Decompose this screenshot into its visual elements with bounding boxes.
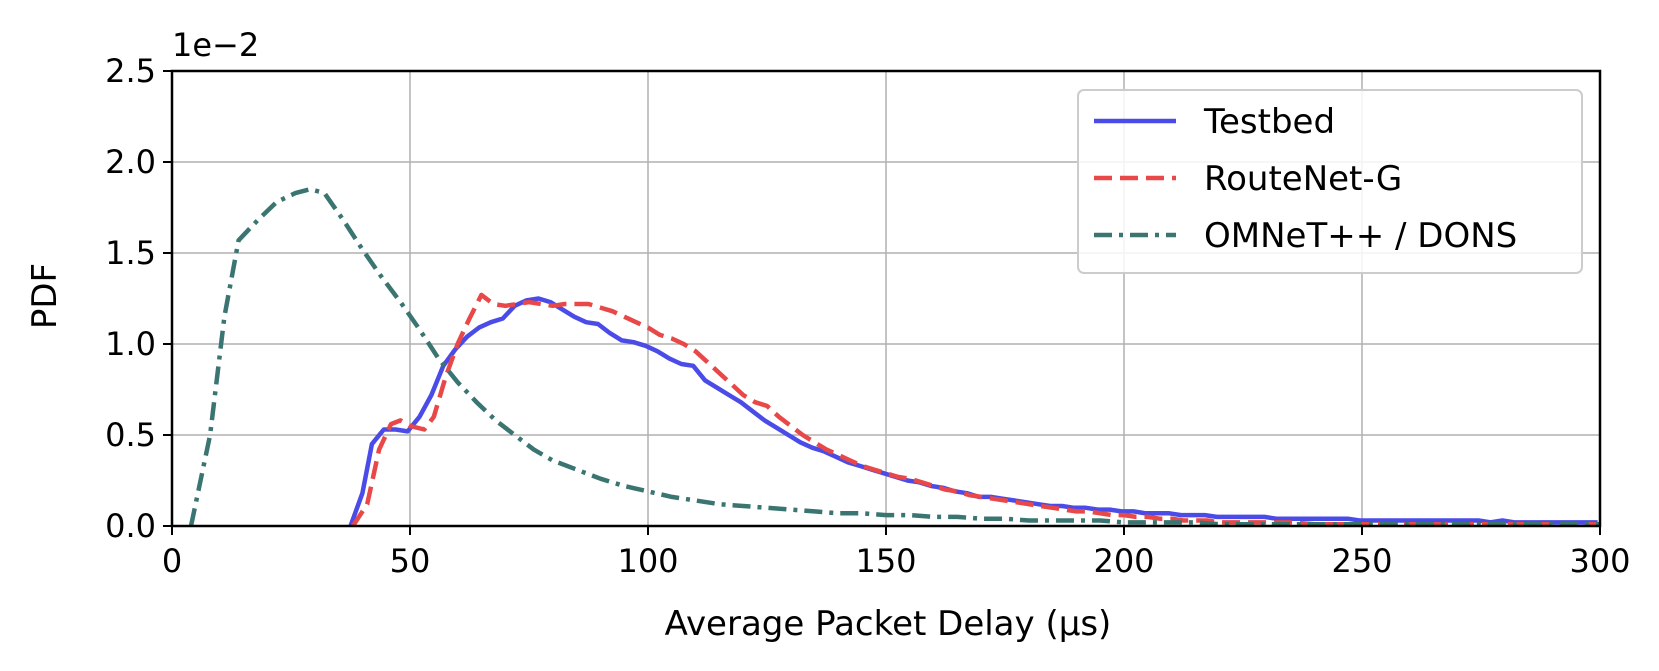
- y-axis-label: PDF: [25, 263, 65, 329]
- x-axis-label: Average Packet Delay (µs): [665, 604, 1112, 644]
- x-tick-label: 150: [855, 542, 916, 580]
- series-line-routenet-g: [351, 292, 1600, 528]
- legend-label: OMNeT++ / DONS: [1204, 216, 1517, 256]
- x-ticks: 0 50 100 150 200 250 300: [162, 526, 1631, 580]
- legend: Testbed RouteNet-G OMNeT++ / DONS: [1077, 89, 1583, 274]
- x-tick-label: 50: [390, 542, 431, 580]
- x-tick-label: 100: [617, 542, 678, 580]
- plot-series: [188, 187, 1600, 528]
- legend-label: RouteNet-G: [1204, 159, 1402, 199]
- series-line-omnet-dons: [188, 187, 1600, 527]
- y-ticks: 0.0 0.5 1.0 1.5 2.0 2.5: [105, 52, 172, 545]
- series-line-testbed: [348, 296, 1598, 527]
- y-tick-label: 1.0: [105, 325, 156, 363]
- x-tick-label: 250: [1331, 542, 1392, 580]
- y-tick-label: 2.0: [105, 143, 156, 181]
- legend-box: [1077, 89, 1583, 274]
- x-tick-label: 200: [1093, 542, 1154, 580]
- legend-label: Testbed: [1203, 102, 1335, 142]
- x-tick-label: 0: [162, 542, 182, 580]
- y-tick-label: 1.5: [105, 234, 156, 272]
- y-tick-label: 0.5: [105, 416, 156, 454]
- x-tick-label: 300: [1569, 542, 1630, 580]
- y-offset-label: 1e−2: [172, 26, 259, 64]
- y-tick-label: 2.5: [105, 52, 156, 90]
- y-tick-label: 0.0: [105, 507, 156, 545]
